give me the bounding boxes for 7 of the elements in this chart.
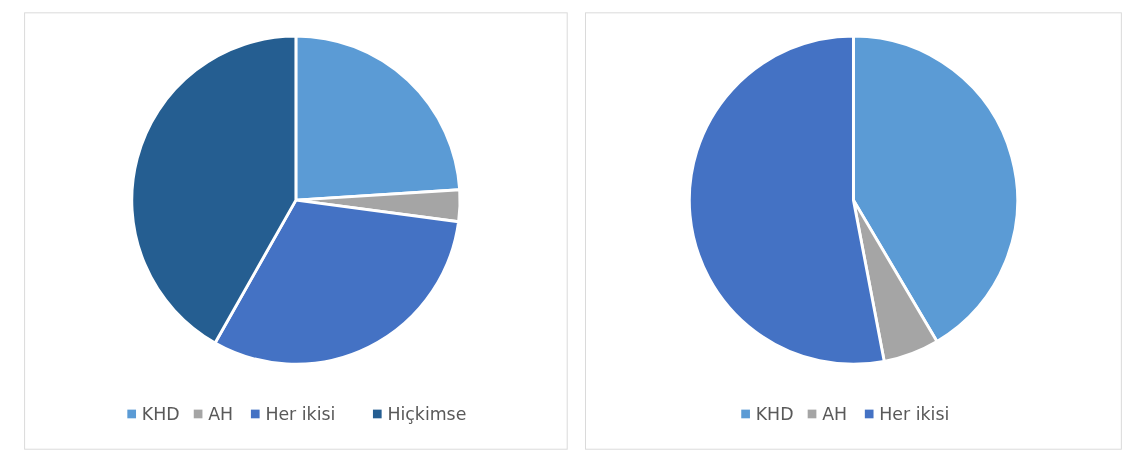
legend-label: Hiçkimse [387, 404, 467, 425]
legend-label: KHD [755, 404, 794, 425]
legend-label: AH [208, 404, 234, 425]
legend-label: Her ikisi [265, 404, 336, 425]
legend-label: AH [822, 404, 848, 425]
legend-label: KHD [141, 404, 180, 425]
legend-label: Her ikisi [879, 404, 950, 425]
